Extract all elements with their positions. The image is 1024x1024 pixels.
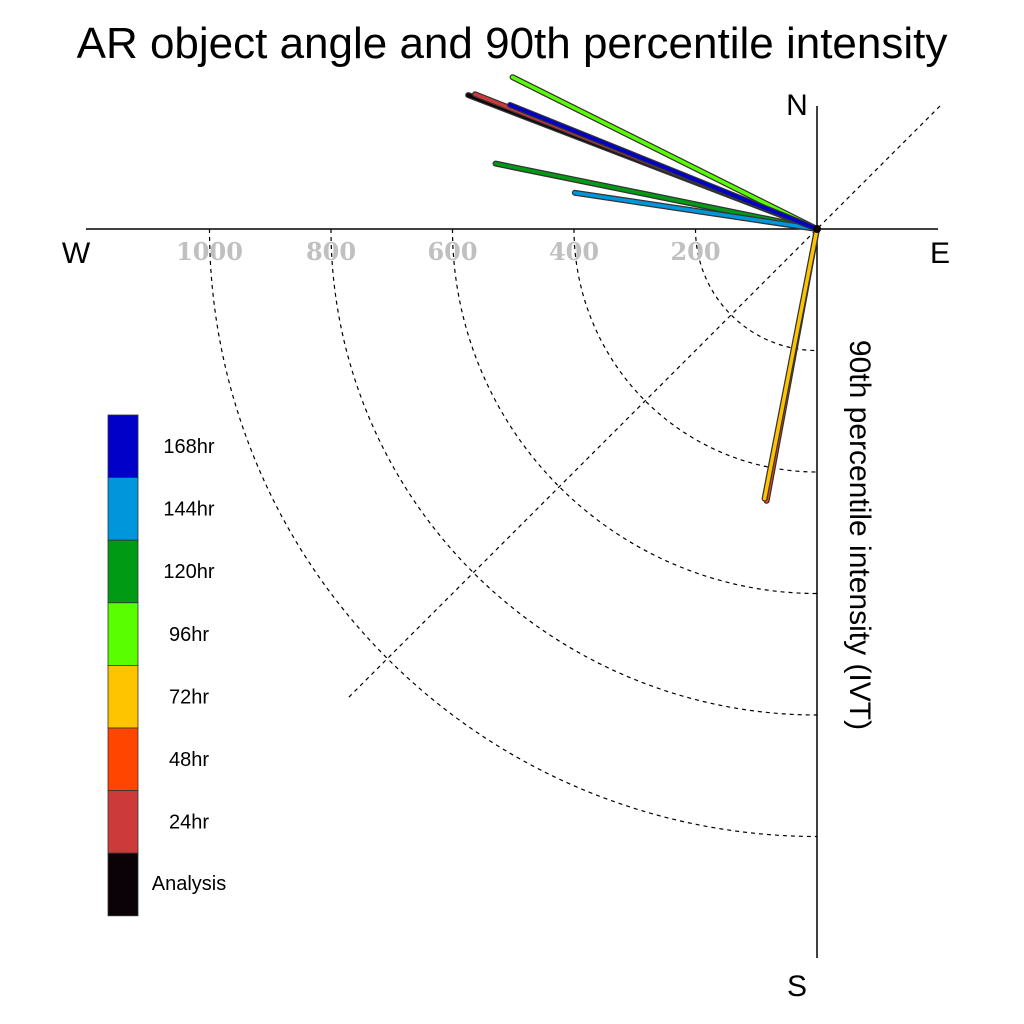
tick-label-800: 800 xyxy=(306,237,356,266)
polar-grid xyxy=(208,105,941,838)
legend-swatch-96hr xyxy=(107,602,139,666)
tick-label-400: 400 xyxy=(549,237,599,266)
legend-label-120hr: 120hr xyxy=(163,561,214,583)
legend-label-24hr: 24hr xyxy=(169,812,209,834)
legend-swatch-168hr xyxy=(107,414,139,478)
legend-swatch-24hr xyxy=(107,790,139,854)
tick-label-1000: 1000 xyxy=(176,237,243,266)
chart-title: AR object angle and 90th percentile inte… xyxy=(77,19,948,68)
west-label: W xyxy=(62,237,91,270)
origin-point xyxy=(813,225,821,233)
vector-168hr xyxy=(507,101,820,232)
diagonal-gridline xyxy=(346,105,941,700)
legend-swatch-analysis xyxy=(107,852,139,917)
legend-label-72hr: 72hr xyxy=(169,686,209,708)
vector-96hr xyxy=(509,74,820,232)
tick-label-200: 200 xyxy=(670,237,720,266)
legend-label-analysis: Analysis xyxy=(152,873,226,895)
legend-label-144hr: 144hr xyxy=(163,499,214,521)
ring-1000 xyxy=(208,228,818,838)
legend-swatch-144hr xyxy=(107,477,139,541)
legend-label-48hr: 48hr xyxy=(169,749,209,771)
ring-200 xyxy=(694,228,818,352)
legend-label-168hr: 168hr xyxy=(163,436,214,458)
legend: 168hr 144hr 120hr 96hr 72hr 48hr 24hr Analysis xyxy=(107,414,226,917)
vector-lines xyxy=(465,74,821,504)
tick-label-600: 600 xyxy=(427,237,477,266)
north-label: N xyxy=(786,89,808,122)
ring-800 xyxy=(330,228,818,716)
legend-swatch-72hr xyxy=(107,665,139,729)
legend-swatch-48hr xyxy=(107,727,139,791)
radial-tick-labels: 200 400 600 800 1000 xyxy=(176,237,720,266)
vector-144hr xyxy=(571,189,820,232)
compass-axes xyxy=(86,106,938,958)
east-label: E xyxy=(930,237,950,270)
vector-72hr xyxy=(761,226,820,502)
radial-axis-title: 90th percentile intensity (IVT) xyxy=(843,340,876,730)
legend-swatch-120hr xyxy=(107,539,139,604)
south-label: S xyxy=(787,970,807,1003)
legend-label-96hr: 96hr xyxy=(169,624,209,646)
